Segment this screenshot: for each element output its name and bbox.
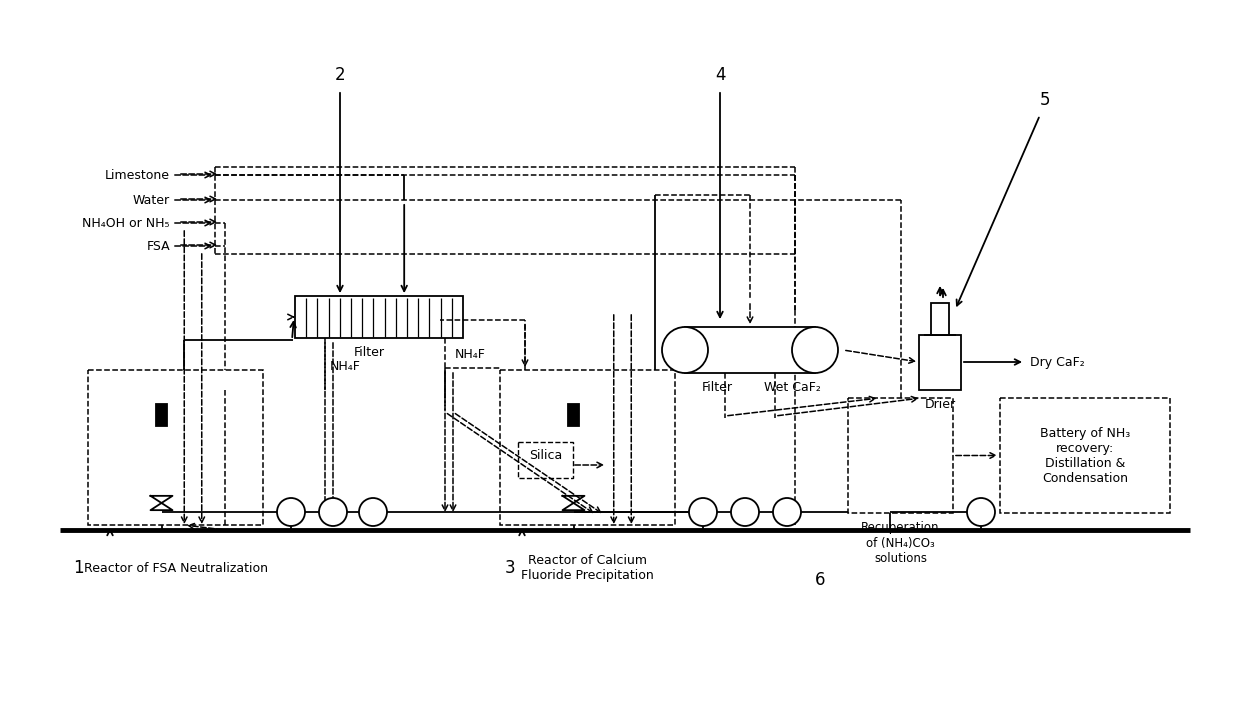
Circle shape xyxy=(277,498,305,526)
Text: Wet CaF₂: Wet CaF₂ xyxy=(764,380,821,394)
Text: 4: 4 xyxy=(714,66,725,84)
Text: Water: Water xyxy=(133,193,170,206)
Text: Reactor of FSA Neutralization: Reactor of FSA Neutralization xyxy=(83,561,268,574)
Text: Reactor of Calcium
Fluoride Precipitation: Reactor of Calcium Fluoride Precipitatio… xyxy=(521,554,653,582)
Bar xyxy=(684,327,815,373)
Text: Silica: Silica xyxy=(529,448,563,462)
Text: NH₄F: NH₄F xyxy=(455,347,485,360)
Bar xyxy=(848,398,954,513)
Circle shape xyxy=(319,498,347,526)
Text: Filter: Filter xyxy=(702,380,733,394)
Bar xyxy=(568,404,579,426)
Text: FSA: FSA xyxy=(146,239,170,253)
Bar xyxy=(919,335,961,390)
Bar xyxy=(500,370,675,525)
Circle shape xyxy=(773,498,801,526)
Circle shape xyxy=(732,498,759,526)
Text: Dry CaF₂: Dry CaF₂ xyxy=(1030,356,1085,369)
Text: Recuperation
of (NH₄)CO₃
solutions: Recuperation of (NH₄)CO₃ solutions xyxy=(862,521,940,564)
Text: Battery of NH₃
recovery:
Distillation &
Condensation: Battery of NH₃ recovery: Distillation & … xyxy=(1040,427,1130,485)
Text: 1: 1 xyxy=(73,559,83,577)
Text: 6: 6 xyxy=(815,571,826,589)
Circle shape xyxy=(967,498,994,526)
Text: 5: 5 xyxy=(1040,91,1050,109)
Bar xyxy=(931,303,949,335)
Bar xyxy=(88,370,263,525)
Circle shape xyxy=(662,327,708,373)
Text: NH₄F: NH₄F xyxy=(330,359,361,372)
Bar xyxy=(518,442,573,478)
Bar xyxy=(295,296,463,338)
Circle shape xyxy=(360,498,387,526)
Text: 3: 3 xyxy=(505,559,516,577)
Text: Drier: Drier xyxy=(925,397,956,410)
Circle shape xyxy=(689,498,717,526)
Circle shape xyxy=(792,327,838,373)
Bar xyxy=(156,404,167,426)
Text: Filter: Filter xyxy=(353,346,384,359)
Text: NH₄OH or NH₅: NH₄OH or NH₅ xyxy=(83,216,170,230)
Text: 2: 2 xyxy=(335,66,345,84)
Text: Limestone: Limestone xyxy=(105,168,170,181)
Bar xyxy=(999,398,1171,513)
